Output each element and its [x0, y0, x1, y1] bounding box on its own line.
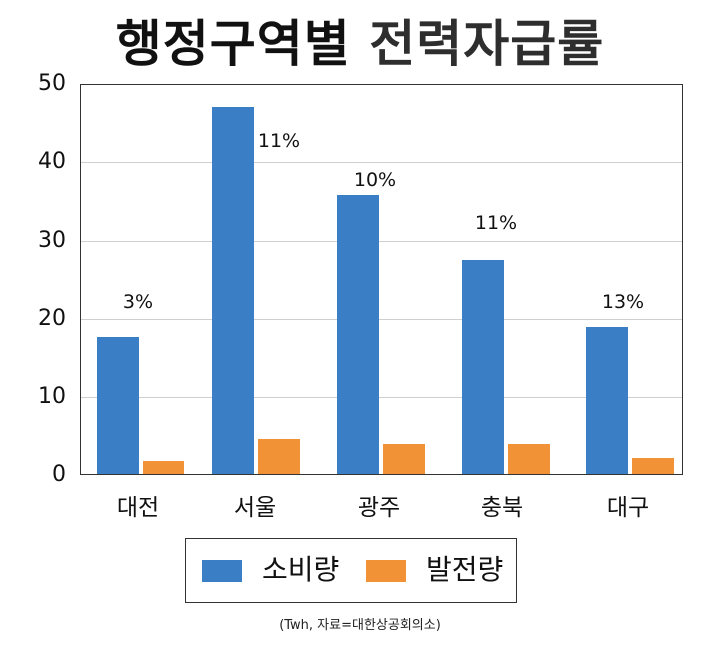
legend: 소비량 발전량	[185, 538, 517, 603]
gridline-30	[81, 241, 682, 242]
bar-consumption-daejeon	[97, 337, 139, 474]
bar-generation-gwangju	[383, 444, 425, 474]
bar-consumption-gwangju	[337, 195, 379, 474]
bar-consumption-chungbuk	[462, 260, 504, 474]
y-tick-40: 40	[38, 149, 66, 174]
chart-title-part1: 행정구역별	[115, 15, 351, 73]
chart-title-part2: 전력자급률	[369, 15, 605, 73]
y-tick-50: 50	[38, 71, 66, 96]
y-tick-0: 0	[52, 462, 66, 487]
y-tick-20: 20	[38, 306, 66, 331]
x-label-daejeon: 대전	[116, 495, 160, 521]
x-label-chungbuk: 충북	[480, 495, 524, 521]
legend-swatch-generation	[366, 560, 406, 582]
y-tick-10: 10	[38, 384, 66, 409]
bar-consumption-seoul	[212, 107, 254, 474]
source-note: (Twh, 자료=대한상공회의소)	[279, 618, 441, 633]
ratio-label-seoul: 11%	[257, 130, 301, 152]
gridline-10	[81, 397, 682, 398]
ratio-label-daegu: 13%	[601, 291, 645, 313]
x-label-daegu: 대구	[606, 495, 650, 521]
bar-generation-chungbuk	[508, 444, 550, 474]
x-label-seoul: 서울	[233, 495, 277, 521]
bar-generation-seoul	[258, 439, 300, 474]
ratio-label-daejeon: 3%	[122, 291, 154, 313]
chart-title: 행정구역별 전력자급률	[0, 14, 720, 74]
plot-area: 3% 11% 10% 11% 13%	[80, 84, 683, 475]
legend-label-consumption: 소비량	[262, 553, 340, 586]
gridline-20	[81, 319, 682, 320]
ratio-label-gwangju: 10%	[353, 169, 397, 191]
x-label-gwangju: 광주	[357, 495, 401, 521]
bar-consumption-daegu	[586, 327, 628, 474]
ratio-label-chungbuk: 11%	[474, 212, 518, 234]
legend-swatch-consumption	[202, 560, 242, 582]
legend-label-generation: 발전량	[426, 553, 504, 586]
gridline-40	[81, 162, 682, 163]
bar-generation-daegu	[632, 458, 674, 474]
y-tick-30: 30	[38, 228, 66, 253]
bar-generation-daejeon	[143, 461, 184, 474]
